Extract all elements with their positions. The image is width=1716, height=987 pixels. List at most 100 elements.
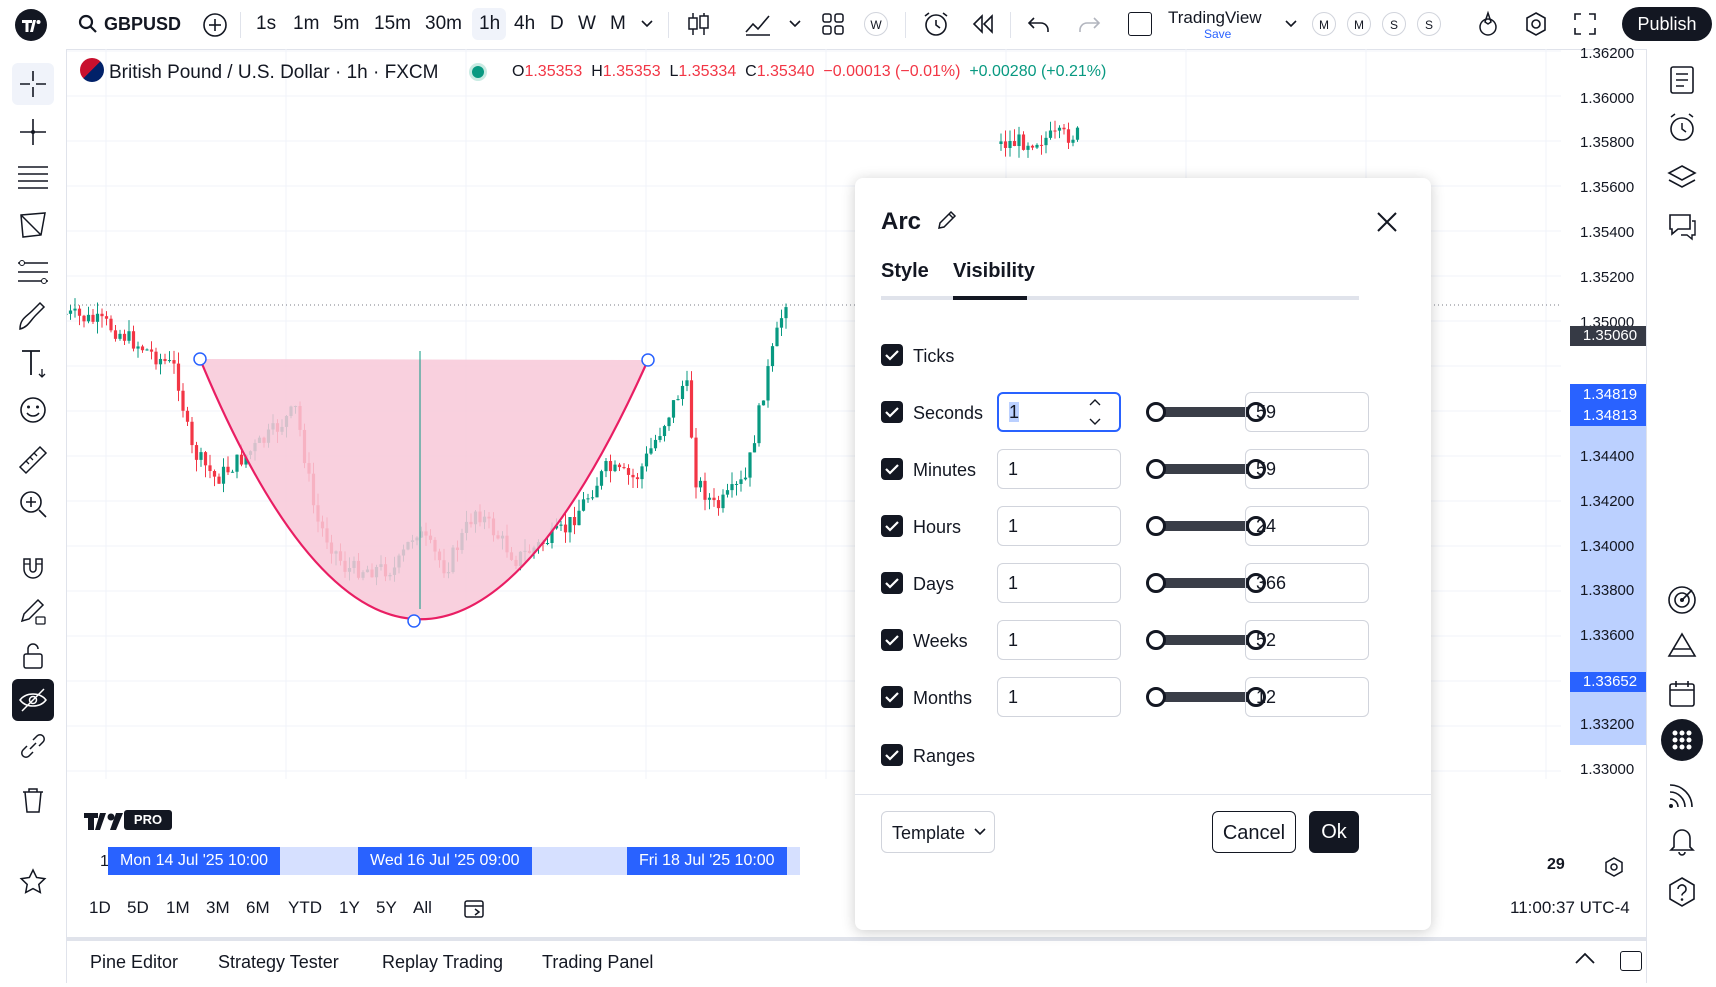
chat-icon[interactable] <box>1661 205 1703 247</box>
add-symbol-icon[interactable] <box>202 12 228 38</box>
axis-settings-icon[interactable] <box>1603 856 1625 878</box>
interval-m[interactable]: M <box>610 13 626 34</box>
weeks-range-slider[interactable] <box>1146 630 1266 650</box>
range-1y[interactable]: 1Y <box>339 898 360 917</box>
stay-drawing-icon[interactable] <box>12 591 54 633</box>
account-badge-3[interactable]: S <box>1382 12 1406 36</box>
tradingview-logo-icon[interactable] <box>14 8 48 42</box>
interval-1s[interactable]: 1s <box>256 13 277 34</box>
range-ytd[interactable]: YTD <box>288 898 322 917</box>
ideas-icon[interactable] <box>1661 625 1703 667</box>
fullscreen-icon[interactable] <box>1572 11 1598 37</box>
range-3m[interactable]: 3M <box>206 898 230 917</box>
stepper-icon[interactable] <box>1087 395 1103 429</box>
cancel-button[interactable]: Cancel <box>1212 811 1296 853</box>
seconds-max-input[interactable]: 59 <box>1245 392 1369 432</box>
minutes-range-slider[interactable] <box>1146 459 1266 479</box>
chevron-down-icon[interactable] <box>1284 18 1298 30</box>
fib-retracement-icon[interactable] <box>12 253 54 295</box>
arc-handle-start[interactable] <box>193 352 207 366</box>
interval-1m[interactable]: 1m <box>293 13 320 34</box>
arc-handle-mid[interactable] <box>407 614 421 628</box>
minutes-checkbox[interactable] <box>881 458 903 480</box>
hours-slider-min-handle[interactable] <box>1146 516 1166 536</box>
chevron-down-icon[interactable] <box>788 18 802 30</box>
signal-icon[interactable] <box>1661 773 1703 815</box>
star-icon[interactable] <box>12 861 54 903</box>
layout-icon[interactable] <box>1128 12 1152 36</box>
tab-strategy-tester[interactable]: Strategy Tester <box>218 952 339 972</box>
ok-button[interactable]: Ok <box>1309 811 1359 853</box>
range-5d[interactable]: 5D <box>127 898 149 917</box>
crosshair-icon[interactable] <box>12 63 54 105</box>
months-min-input[interactable]: 1 <box>997 677 1121 717</box>
days-slider-max-handle[interactable] <box>1246 573 1266 593</box>
hours-min-input[interactable]: 1 <box>997 506 1121 546</box>
account-badge-4[interactable]: S <box>1417 12 1441 36</box>
days-checkbox[interactable] <box>881 572 903 594</box>
trash-icon[interactable] <box>12 779 54 821</box>
interval-1h[interactable]: 1h <box>479 13 501 34</box>
watchlist-icon[interactable] <box>1661 59 1703 101</box>
weeks-max-input[interactable]: 52 <box>1245 620 1369 660</box>
hide-drawings-icon[interactable] <box>12 679 54 721</box>
tab-replay-trading[interactable]: Replay Trading <box>382 952 504 972</box>
layout-grid-icon[interactable] <box>820 11 846 37</box>
seconds-min-input[interactable]: 1 <box>997 392 1121 432</box>
search-icon[interactable] <box>78 14 98 34</box>
horizontal-lines-icon[interactable] <box>12 157 54 199</box>
ranges-checkbox[interactable] <box>881 744 903 766</box>
months-max-input[interactable]: 12 <box>1245 677 1369 717</box>
layers-icon[interactable] <box>1661 157 1703 199</box>
hours-max-input[interactable]: 24 <box>1245 506 1369 546</box>
minutes-slider-min-handle[interactable] <box>1146 459 1166 479</box>
tab-visibility[interactable]: Visibility <box>953 260 1035 282</box>
weeks-slider-max-handle[interactable] <box>1246 630 1266 650</box>
maximize-panel-icon[interactable] <box>1620 951 1642 971</box>
settings-icon[interactable] <box>1522 10 1550 38</box>
tab-trading-panel[interactable]: Trading Panel <box>542 952 654 972</box>
months-slider-max-handle[interactable] <box>1246 687 1266 707</box>
interval-1h-active[interactable] <box>472 8 506 40</box>
hours-range-slider[interactable] <box>1146 516 1266 536</box>
link-icon[interactable] <box>12 725 54 767</box>
months-slider-min-handle[interactable] <box>1146 687 1166 707</box>
days-range-slider[interactable] <box>1146 573 1266 593</box>
magnet-icon[interactable] <box>12 547 54 589</box>
text-icon[interactable] <box>12 343 54 385</box>
emoji-icon[interactable] <box>12 389 54 431</box>
brush-icon[interactable] <box>12 297 54 339</box>
days-slider-min-handle[interactable] <box>1146 573 1166 593</box>
alerts-clock-icon[interactable] <box>1661 107 1703 149</box>
notifications-bell-icon[interactable] <box>1661 819 1703 861</box>
minutes-slider-max-handle[interactable] <box>1246 459 1266 479</box>
seconds-slider-min-handle[interactable] <box>1146 402 1166 422</box>
range-1m[interactable]: 1M <box>166 898 190 917</box>
replay-icon[interactable] <box>970 12 996 36</box>
go-to-date-icon[interactable] <box>462 896 488 920</box>
alert-add-icon[interactable] <box>922 10 952 40</box>
days-min-input[interactable]: 1 <box>997 563 1121 603</box>
w-badge[interactable]: W <box>864 12 888 36</box>
ruler-icon[interactable] <box>12 439 54 481</box>
layout-save-label[interactable]: Save <box>1204 27 1232 41</box>
symbol-search-input[interactable]: GBPUSD <box>104 14 182 34</box>
interval-w[interactable]: W <box>578 13 596 34</box>
target-icon[interactable] <box>1661 579 1703 621</box>
layout-name[interactable]: TradingView <box>1168 8 1262 27</box>
undo-icon[interactable] <box>1026 12 1052 36</box>
hours-checkbox[interactable] <box>881 515 903 537</box>
seconds-checkbox[interactable] <box>881 401 903 423</box>
account-badge-1[interactable]: M <box>1312 12 1336 36</box>
account-badge-2[interactable]: M <box>1347 12 1371 36</box>
seconds-range-slider[interactable] <box>1146 402 1266 422</box>
chevron-down-icon[interactable] <box>640 18 654 30</box>
weeks-checkbox[interactable] <box>881 629 903 651</box>
lock-icon[interactable] <box>12 635 54 677</box>
interval-4h[interactable]: 4h <box>514 13 536 34</box>
calendar-icon[interactable] <box>1661 673 1703 715</box>
interval-5m[interactable]: 5m <box>333 13 360 34</box>
range-5y[interactable]: 5Y <box>376 898 397 917</box>
quick-search-icon[interactable] <box>1474 10 1502 38</box>
publish-button[interactable]: Publish <box>1622 7 1712 41</box>
